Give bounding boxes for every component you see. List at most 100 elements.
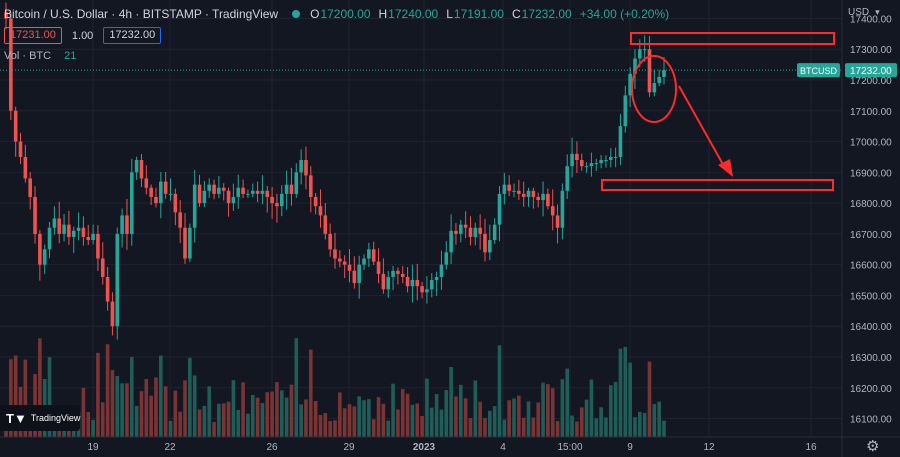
volume-bar	[371, 419, 376, 437]
market-status-dot-icon	[292, 10, 301, 18]
candle-body	[236, 187, 241, 197]
candle	[536, 192, 541, 208]
candle	[313, 193, 318, 215]
candle-body	[415, 280, 420, 287]
candle	[415, 263, 420, 301]
candle	[512, 183, 516, 198]
candle	[565, 154, 570, 200]
candle	[304, 146, 308, 190]
candle-body	[52, 218, 57, 228]
volume-bar	[265, 392, 270, 437]
candle-body	[250, 190, 255, 194]
buy-price-button[interactable]: 17232.00	[103, 27, 162, 44]
volume-bar	[642, 412, 647, 437]
candle-body	[71, 230, 76, 237]
candle-body	[129, 172, 134, 234]
candle	[429, 273, 434, 298]
volume-bar	[221, 403, 226, 437]
candle-body	[168, 193, 173, 195]
candle-body	[328, 233, 332, 250]
candle-body	[652, 83, 657, 93]
candle-body	[357, 264, 361, 284]
candle-body	[62, 224, 66, 234]
candle-body	[192, 184, 197, 228]
volume-bar	[376, 397, 381, 437]
candle	[246, 189, 250, 198]
chart-legend: Bitcoin / U.S. Dollar · 4h · BITSTAMP · …	[4, 6, 677, 22]
time-tick-label: 9	[627, 442, 633, 453]
candle-body	[173, 193, 178, 213]
candle	[502, 173, 507, 205]
volume-bar	[386, 420, 391, 437]
chevron-down-icon: ▾	[875, 6, 880, 17]
volume-bar	[662, 420, 666, 437]
candle-body	[265, 190, 270, 197]
volume-bar	[463, 398, 468, 437]
candle	[608, 148, 613, 168]
volume-bar	[129, 357, 134, 437]
price-tick-label: 16100.00	[850, 415, 892, 426]
volume-bar	[565, 368, 570, 437]
candle	[23, 144, 28, 183]
price-tick-label: 16400.00	[850, 322, 892, 333]
candle	[168, 178, 173, 201]
candle	[115, 227, 120, 340]
volume-bar	[550, 388, 555, 437]
symbol-title[interactable]: Bitcoin / U.S. Dollar · 4h · BITSTAMP · …	[4, 7, 279, 21]
candle	[555, 204, 560, 244]
volume-bar	[197, 409, 202, 437]
candle	[410, 264, 415, 303]
volume-bar	[100, 402, 105, 437]
candle-body	[33, 196, 37, 234]
volume-legend: Vol · BTC 21	[4, 50, 76, 62]
price-tick-label: 16600.00	[850, 261, 892, 272]
candle-body	[376, 261, 381, 274]
candle-body	[546, 193, 550, 207]
candle-body	[226, 190, 231, 204]
volume-bar	[488, 410, 492, 437]
candle	[623, 85, 628, 133]
volume-bar	[246, 413, 250, 437]
candle-body	[110, 301, 115, 327]
sell-price-button[interactable]: 17231.00	[4, 27, 62, 44]
time-tick-label: 15:00	[557, 442, 582, 453]
candle	[618, 113, 623, 165]
candle	[279, 185, 284, 217]
candle	[584, 162, 589, 173]
candle-body	[584, 166, 589, 168]
volume-bar	[415, 403, 420, 437]
candle	[454, 223, 458, 245]
candle	[294, 163, 299, 199]
candle	[33, 186, 37, 244]
candle	[647, 36, 652, 97]
candle-body	[362, 258, 366, 265]
candle-body	[570, 153, 574, 167]
price-tick-label: 16900.00	[850, 168, 892, 179]
candle	[52, 206, 57, 235]
candle-body	[255, 190, 260, 194]
volume-bar	[613, 381, 618, 437]
candle-body	[575, 153, 579, 161]
volume-label[interactable]: Vol · BTC	[4, 50, 52, 62]
candle	[396, 267, 400, 285]
volume-bar	[289, 384, 294, 437]
candle	[570, 137, 574, 178]
candle-body	[207, 184, 212, 191]
gear-icon[interactable]: ⚙	[866, 438, 880, 455]
candle	[391, 265, 395, 291]
candle	[188, 223, 192, 262]
annotations	[601, 32, 835, 191]
volume-bar	[357, 396, 361, 437]
tradingview-logo[interactable]: T▼ TradingView	[0, 405, 80, 431]
price-tick-label: 16500.00	[850, 291, 892, 302]
candle	[120, 208, 124, 248]
support-box	[601, 179, 834, 191]
candle-body	[217, 187, 221, 194]
candle	[507, 175, 511, 197]
candle	[439, 250, 444, 290]
candle	[260, 175, 265, 205]
candle	[599, 154, 603, 169]
currency-selector[interactable]: USD ▾	[848, 3, 886, 21]
volume-bar	[231, 380, 236, 437]
